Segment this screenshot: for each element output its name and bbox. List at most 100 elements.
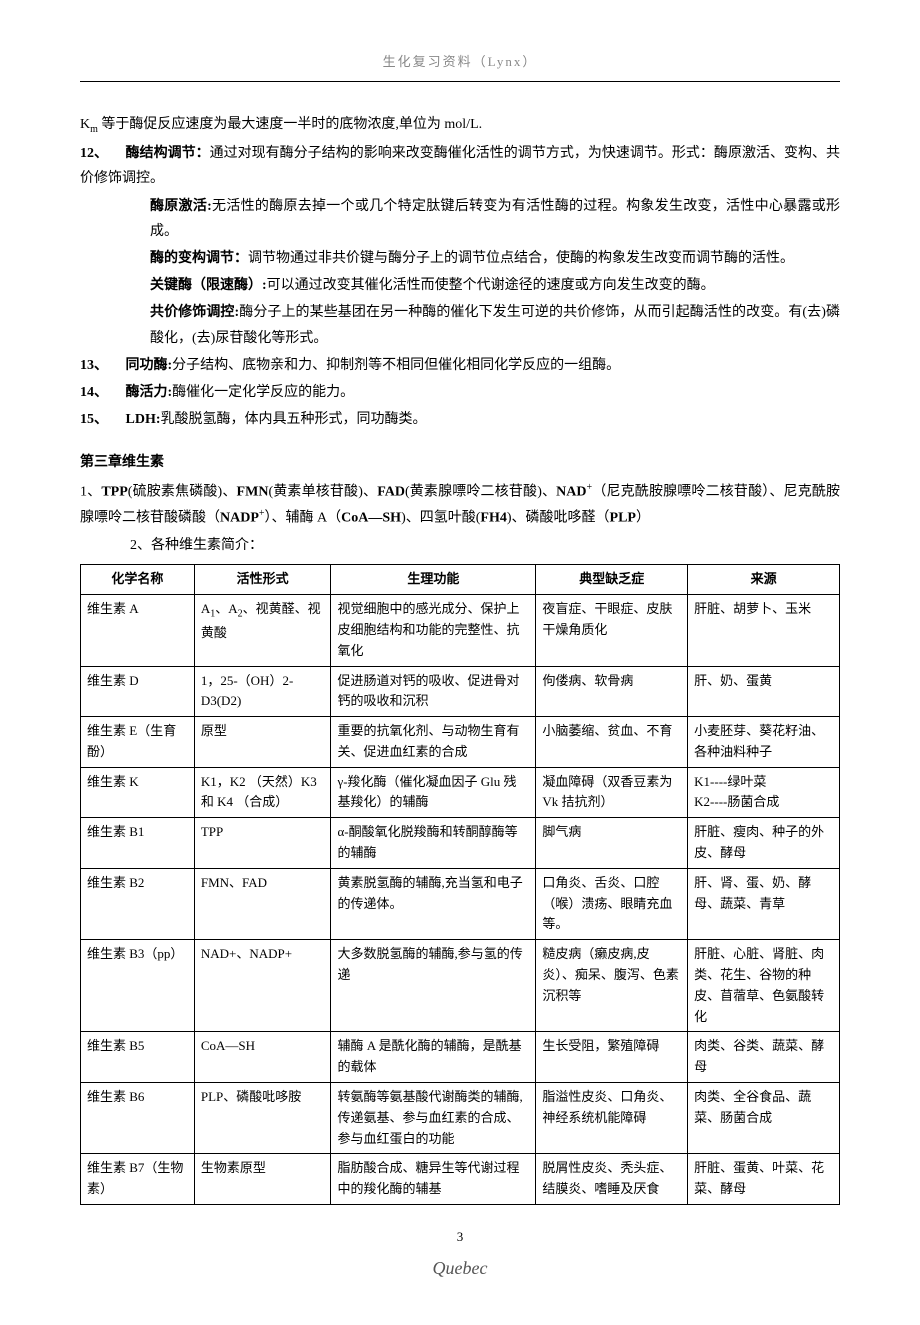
chapter3-item1: 1、TPP(硫胺素焦磷酸)、FMN(黄素单核苷酸)、FAD(黄素腺嘌呤二核苷酸)…: [80, 479, 840, 531]
table-cell: 肉类、谷类、蔬菜、酵母: [688, 1032, 840, 1083]
table-cell: 小脑萎缩、贫血、不育: [536, 717, 688, 768]
table-cell: K1，K2 （天然）K3 和 K4 （合成）: [194, 767, 331, 818]
sub4-title: 共价修饰调控:: [150, 305, 239, 320]
item-14-num: 14、: [80, 380, 108, 405]
item-14: 14、 酶活力:酶催化一定化学反应的能力。: [80, 380, 840, 405]
table-cell: 脂溢性皮炎、口角炎、神经系统机能障碍: [536, 1083, 688, 1154]
item-13-text: 分子结构、底物亲和力、抑制剂等不相同但催化相同化学反应的一组酶。: [172, 358, 620, 373]
th-func: 生理功能: [331, 565, 536, 595]
item-12-sub2: 酶的变构调节：调节物通过非共价键与酶分子上的调节位点结合，使酶的构象发生改变而调…: [80, 246, 840, 271]
chapter3-item2: 2、各种维生素简介：: [80, 533, 840, 558]
km-definition: Km 等于酶促反应速度为最大速度一半时的底物浓度,单位为 mol/L.: [80, 112, 840, 139]
table-cell: PLP、磷酸吡哆胺: [194, 1083, 331, 1154]
item-13: 13、 同功酶:分子结构、底物亲和力、抑制剂等不相同但催化相同化学反应的一组酶。: [80, 353, 840, 378]
item-15: 15、 LDH:乳酸脱氢酶，体内具五种形式，同功酶类。: [80, 407, 840, 432]
table-cell: 转氨酶等氨基酸代谢酶类的辅酶,传递氨基、参与血红素的合成、参与血红蛋白的功能: [331, 1083, 536, 1154]
table-cell: 促进肠道对钙的吸收、促进骨对钙的吸收和沉积: [331, 666, 536, 717]
table-cell: 脱屑性皮炎、秃头症、结膜炎、嗜睡及厌食: [536, 1154, 688, 1205]
chapter3-title: 第三章维生素: [80, 450, 840, 475]
table-cell: 辅酶 A 是酰化酶的辅酶，是酰基的载体: [331, 1032, 536, 1083]
table-cell: 佝偻病、软骨病: [536, 666, 688, 717]
table-cell: α-酮酸氧化脱羧酶和转酮醇酶等的辅酶: [331, 818, 536, 869]
footer-signature: Quebec: [80, 1252, 840, 1284]
table-cell: 糙皮病（癞皮病,皮炎）、痴呆、腹泻、色素沉积等: [536, 940, 688, 1032]
th-form: 活性形式: [194, 565, 331, 595]
table-cell: 维生素 K: [81, 767, 195, 818]
table-cell: 1，25-（OH）2-D3(D2): [194, 666, 331, 717]
table-cell: 维生素 D: [81, 666, 195, 717]
table-cell: 维生素 A: [81, 595, 195, 666]
item-12-sub3: 关键酶（限速酶）:可以通过改变其催化活性而使整个代谢途径的速度或方向发生改变的酶…: [80, 273, 840, 298]
table-cell: 肝脏、蛋黄、叶菜、花菜、酵母: [688, 1154, 840, 1205]
table-cell: 肉类、全谷食品、蔬菜、肠菌合成: [688, 1083, 840, 1154]
sub3-title: 关键酶（限速酶）:: [150, 278, 267, 293]
table-cell: 维生素 B2: [81, 868, 195, 939]
item-15-num: 15、: [80, 407, 108, 432]
table-cell: A1、A2、视黄醛、视黄酸: [194, 595, 331, 666]
page-header: 生化复习资料（Lynx）: [80, 50, 840, 82]
th-def: 典型缺乏症: [536, 565, 688, 595]
table-cell: CoA—SH: [194, 1032, 331, 1083]
table-row: 维生素 B5CoA—SH辅酶 A 是酰化酶的辅酶，是酰基的载体生长受阻，繁殖障碍…: [81, 1032, 840, 1083]
item-12: 12、 酶结构调节：通过对现有酶分子结构的影响来改变酶催化活性的调节方式，为快速…: [80, 141, 840, 191]
item-13-title: 同功酶:: [126, 358, 173, 373]
table-row: 维生素 KK1，K2 （天然）K3 和 K4 （合成）γ-羧化酶（催化凝血因子 …: [81, 767, 840, 818]
sub2-text: 调节物通过非共价键与酶分子上的调节位点结合，使酶的构象发生改变而调节酶的活性。: [248, 251, 794, 266]
table-cell: TPP: [194, 818, 331, 869]
table-cell: 维生素 E（生育酚）: [81, 717, 195, 768]
table-row: 维生素 B1TPPα-酮酸氧化脱羧酶和转酮醇酶等的辅酶脚气病肝脏、瘦肉、种子的外…: [81, 818, 840, 869]
sub3-text: 可以通过改变其催化活性而使整个代谢途径的速度或方向发生改变的酶。: [267, 278, 715, 293]
table-cell: 小麦胚芽、葵花籽油、各种油料种子: [688, 717, 840, 768]
item-15-text: 乳酸脱氢酶，体内具五种形式，同功酶类。: [161, 412, 427, 427]
table-row: 维生素 B7（生物素）生物素原型脂肪酸合成、糖异生等代谢过程中的羧化酶的辅基脱屑…: [81, 1154, 840, 1205]
table-cell: 维生素 B1: [81, 818, 195, 869]
item-14-title: 酶活力:: [126, 385, 173, 400]
item-14-text: 酶催化一定化学反应的能力。: [172, 385, 354, 400]
item-12-sub4: 共价修饰调控:酶分子上的某些基团在另一种酶的催化下发生可逆的共价修饰，从而引起酶…: [80, 300, 840, 350]
table-cell: 原型: [194, 717, 331, 768]
table-cell: FMN、FAD: [194, 868, 331, 939]
table-header-row: 化学名称 活性形式 生理功能 典型缺乏症 来源: [81, 565, 840, 595]
table-row: 维生素 B3（pp）NAD+、NADP+大多数脱氢酶的辅酶,参与氢的传递糙皮病（…: [81, 940, 840, 1032]
th-name: 化学名称: [81, 565, 195, 595]
table-cell: 肝脏、瘦肉、种子的外皮、酵母: [688, 818, 840, 869]
sub4-text: 酶分子上的某些基团在另一种酶的催化下发生可逆的共价修饰，从而引起酶活性的改变。有…: [150, 305, 840, 345]
item-12-title: 酶结构调节：: [126, 146, 210, 161]
table-cell: 凝血障碍（双香豆素为 Vk 拮抗剂）: [536, 767, 688, 818]
table-cell: 肝、奶、蛋黄: [688, 666, 840, 717]
table-cell: 生物素原型: [194, 1154, 331, 1205]
vitamin-table: 化学名称 活性形式 生理功能 典型缺乏症 来源 维生素 AA1、A2、视黄醛、视…: [80, 564, 840, 1205]
table-cell: γ-羧化酶（催化凝血因子 Glu 残基羧化）的辅酶: [331, 767, 536, 818]
page-footer: 3 Quebec: [80, 1225, 840, 1285]
table-cell: NAD+、NADP+: [194, 940, 331, 1032]
table-cell: 维生素 B3（pp）: [81, 940, 195, 1032]
table-row: 维生素 AA1、A2、视黄醛、视黄酸视觉细胞中的感光成分、保护上皮细胞结构和功能…: [81, 595, 840, 666]
sub1-title: 酶原激活:: [150, 199, 212, 214]
table-cell: 肝脏、心脏、肾脏、肉类、花生、谷物的种皮、苜蓿草、色氨酸转化: [688, 940, 840, 1032]
table-cell: 黄素脱氢酶的辅酶,充当氢和电子的传递体。: [331, 868, 536, 939]
table-cell: 维生素 B6: [81, 1083, 195, 1154]
table-cell: 视觉细胞中的感光成分、保护上皮细胞结构和功能的完整性、抗氧化: [331, 595, 536, 666]
table-cell: 脂肪酸合成、糖异生等代谢过程中的羧化酶的辅基: [331, 1154, 536, 1205]
table-cell: 脚气病: [536, 818, 688, 869]
table-cell: 肝、肾、蛋、奶、酵母、蔬菜、青草: [688, 868, 840, 939]
item-12-sub1: 酶原激活:无活性的酶原去掉一个或几个特定肽键后转变为有活性酶的过程。构象发生改变…: [80, 194, 840, 244]
table-row: 维生素 D1，25-（OH）2-D3(D2)促进肠道对钙的吸收、促进骨对钙的吸收…: [81, 666, 840, 717]
table-cell: 维生素 B5: [81, 1032, 195, 1083]
table-cell: 肝脏、胡萝卜、玉米: [688, 595, 840, 666]
item-13-num: 13、: [80, 353, 108, 378]
table-row: 维生素 E（生育酚）原型重要的抗氧化剂、与动物生育有关、促进血红素的合成小脑萎缩…: [81, 717, 840, 768]
sub1-text: 无活性的酶原去掉一个或几个特定肽键后转变为有活性酶的过程。构象发生改变，活性中心…: [150, 199, 840, 239]
item-12-num: 12、: [80, 141, 108, 166]
table-cell: 夜盲症、干眼症、皮肤干燥角质化: [536, 595, 688, 666]
th-src: 来源: [688, 565, 840, 595]
table-cell: 大多数脱氢酶的辅酶,参与氢的传递: [331, 940, 536, 1032]
sub2-title: 酶的变构调节：: [150, 251, 248, 266]
table-row: 维生素 B6PLP、磷酸吡哆胺转氨酶等氨基酸代谢酶类的辅酶,传递氨基、参与血红素…: [81, 1083, 840, 1154]
table-cell: 口角炎、舌炎、口腔（喉）溃疡、眼睛充血等。: [536, 868, 688, 939]
table-cell: 维生素 B7（生物素）: [81, 1154, 195, 1205]
page-number: 3: [80, 1225, 840, 1248]
table-row: 维生素 B2FMN、FAD黄素脱氢酶的辅酶,充当氢和电子的传递体。口角炎、舌炎、…: [81, 868, 840, 939]
table-cell: 生长受阻，繁殖障碍: [536, 1032, 688, 1083]
table-cell: 重要的抗氧化剂、与动物生育有关、促进血红素的合成: [331, 717, 536, 768]
